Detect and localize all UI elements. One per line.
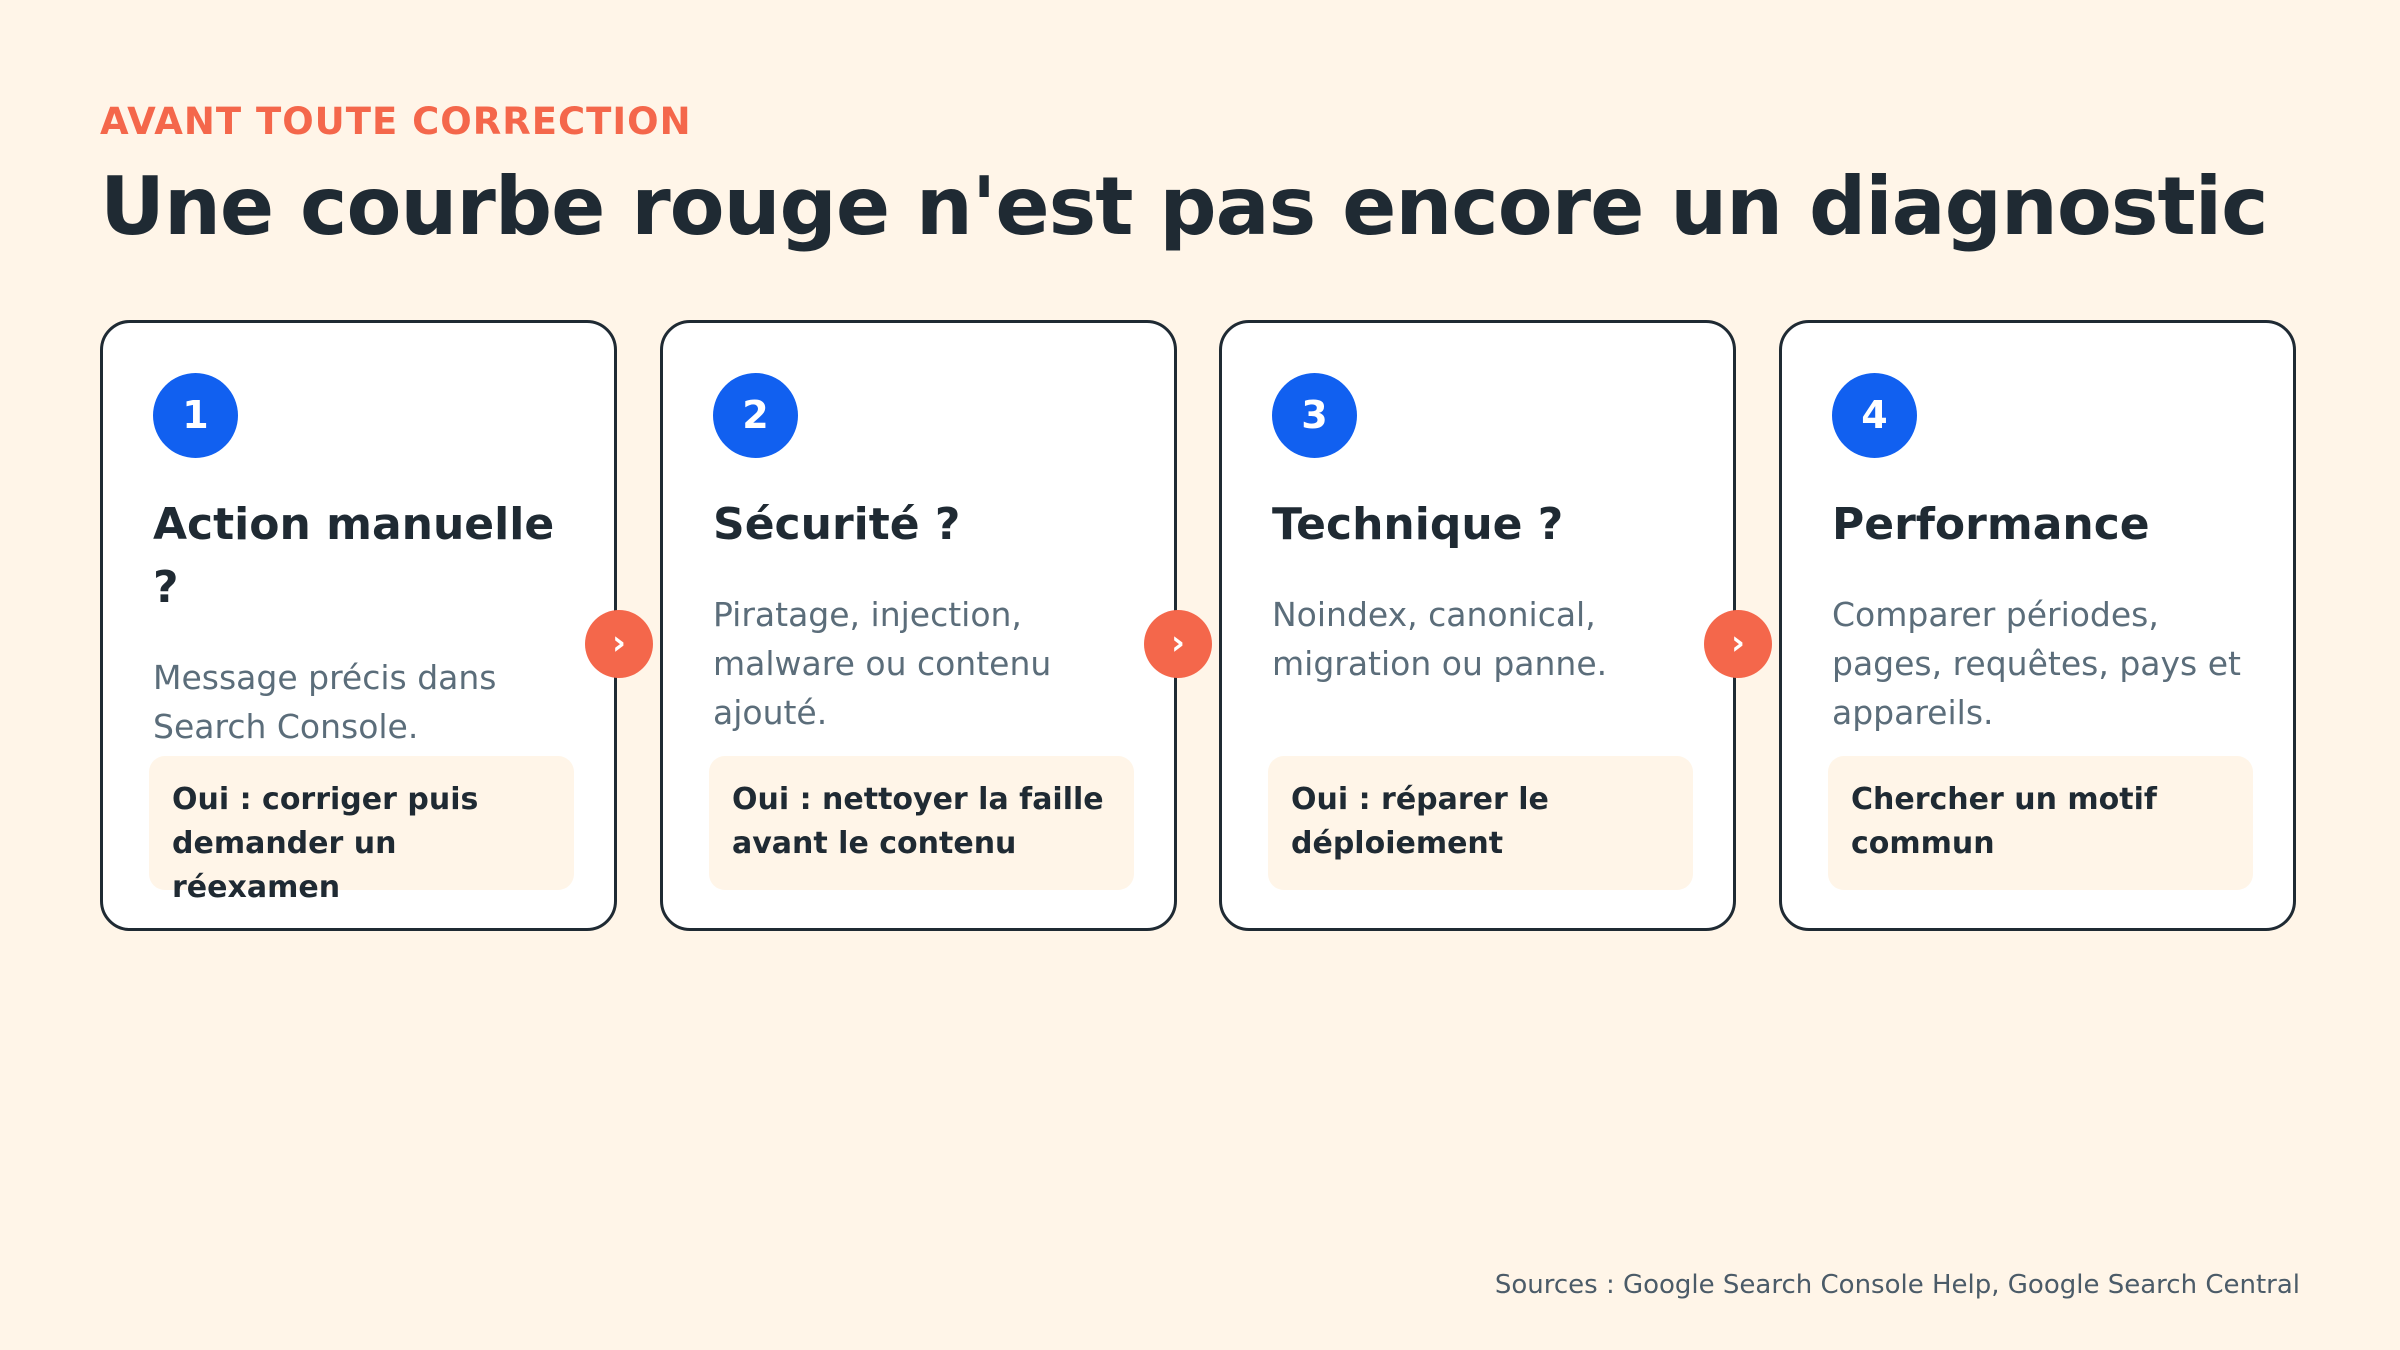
- step-card-securite: 2 Sécurité ? Piratage, injection, malwar…: [660, 320, 1177, 931]
- eyebrow-label: AVANT TOUTE CORRECTION: [100, 100, 692, 143]
- chevron-right-icon: ›: [1144, 610, 1212, 678]
- step-description: Noindex, canonical, migration ou panne.: [1272, 595, 1608, 683]
- step-title: Action manuelle ?: [153, 499, 555, 613]
- step-number-badge: 4: [1832, 373, 1917, 458]
- step-card-performance: 4 Performance Comparer périodes, pages, …: [1779, 320, 2296, 931]
- step-answer: Oui : corriger puis demander un réexamen: [149, 756, 574, 905]
- step-title: Sécurité ?: [713, 499, 961, 550]
- step-description: Piratage, injection, malware ou contenu …: [713, 595, 1052, 732]
- step-number-badge: 3: [1272, 373, 1357, 458]
- page-title: Une courbe rouge n'est pas encore un dia…: [100, 160, 2269, 253]
- chevron-right-icon: ›: [585, 610, 653, 678]
- step-number-badge: 1: [153, 373, 238, 458]
- step-title: Performance: [1832, 499, 2150, 550]
- step-title: Technique ?: [1272, 499, 1564, 550]
- step-answer: Chercher un motif commun: [1828, 756, 2253, 890]
- sources-footnote: Sources : Google Search Console Help, Go…: [1494, 1270, 2300, 1300]
- step-answer: Oui : nettoyer la faille avant le conten…: [709, 756, 1134, 890]
- step-card-technique: 3 Technique ? Noindex, canonical, migrat…: [1219, 320, 1736, 931]
- step-description: Message précis dans Search Console.: [153, 658, 497, 746]
- step-description: Comparer périodes, pages, requêtes, pays…: [1832, 595, 2241, 732]
- step-card-action-manuelle: 1 Action manuelle ? Message précis dans …: [100, 320, 617, 931]
- step-number-badge: 2: [713, 373, 798, 458]
- step-answer: Oui : réparer le déploiement: [1268, 756, 1693, 890]
- chevron-right-icon: ›: [1704, 610, 1772, 678]
